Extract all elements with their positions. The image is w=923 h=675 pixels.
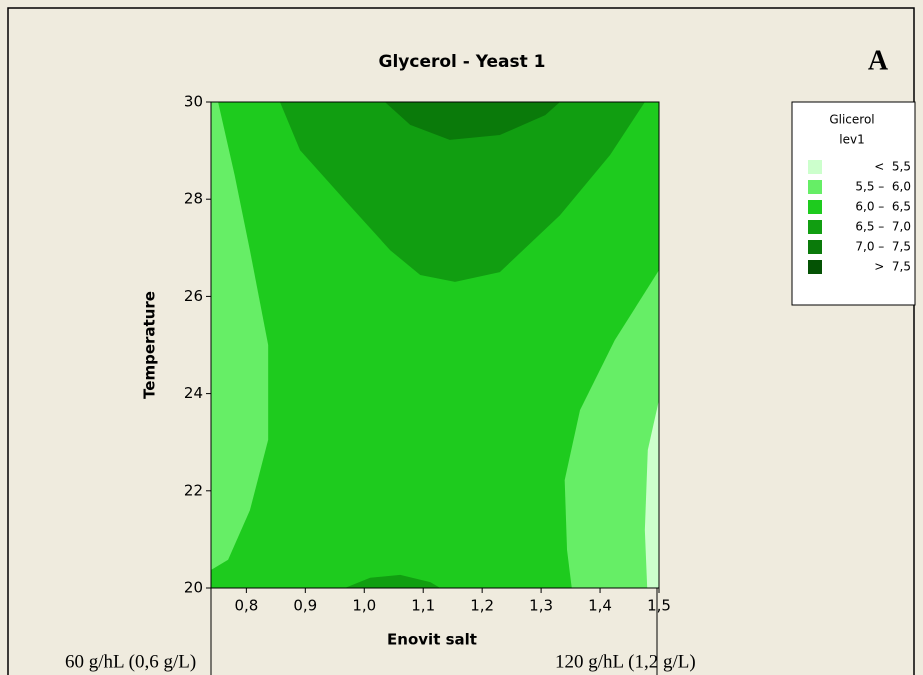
contour-region xyxy=(644,399,659,588)
y-tick-label: 24 xyxy=(184,384,203,402)
x-tick-label: 0,9 xyxy=(293,597,317,615)
annotation: 60 g/hL (0,6 g/L) xyxy=(65,651,196,672)
x-tick-label: 1,1 xyxy=(411,597,435,615)
legend-label: > 7,5 xyxy=(874,260,911,274)
legend-swatch xyxy=(808,220,822,234)
legend-swatch xyxy=(808,260,822,274)
x-tick-label: 1,5 xyxy=(647,597,671,615)
legend-swatch xyxy=(808,180,822,194)
legend-swatch xyxy=(808,160,822,174)
annotation: 120 g/hL (1,2 g/L) xyxy=(555,651,696,672)
legend-label: < 5,5 xyxy=(874,160,911,174)
x-axis-label: Enovit salt xyxy=(387,631,477,649)
legend-swatch xyxy=(808,200,822,214)
legend-label: 7,0 – 7,5 xyxy=(855,240,911,254)
x-tick-label: 1,4 xyxy=(588,597,612,615)
legend-label: 5,5 – 6,0 xyxy=(855,180,911,194)
contour-region xyxy=(564,270,659,588)
y-axis-label: Temperature xyxy=(141,291,159,399)
x-tick-label: 1,3 xyxy=(529,597,553,615)
y-tick-label: 22 xyxy=(184,481,203,499)
x-tick-label: 0,8 xyxy=(234,597,258,615)
y-tick-label: 20 xyxy=(184,579,203,597)
legend-label: 6,5 – 7,0 xyxy=(855,220,911,234)
contour-region xyxy=(384,102,560,140)
legend-label: 6,0 – 6,5 xyxy=(855,200,911,214)
y-tick-label: 28 xyxy=(184,190,203,208)
legend-title: Glicerol xyxy=(829,113,874,127)
contour-region xyxy=(211,102,269,571)
x-tick-label: 1,2 xyxy=(470,597,494,615)
plot-border xyxy=(210,101,660,589)
legend-swatch xyxy=(808,240,822,254)
contour-region xyxy=(279,102,645,282)
y-tick-label: 26 xyxy=(184,287,203,305)
panel-label: A xyxy=(868,45,889,76)
x-tick-label: 1,0 xyxy=(352,597,376,615)
contour-region xyxy=(344,574,441,588)
y-tick-label: 30 xyxy=(184,93,203,111)
chart-title: Glycerol - Yeast 1 xyxy=(379,52,546,72)
legend-title: lev1 xyxy=(839,133,864,147)
